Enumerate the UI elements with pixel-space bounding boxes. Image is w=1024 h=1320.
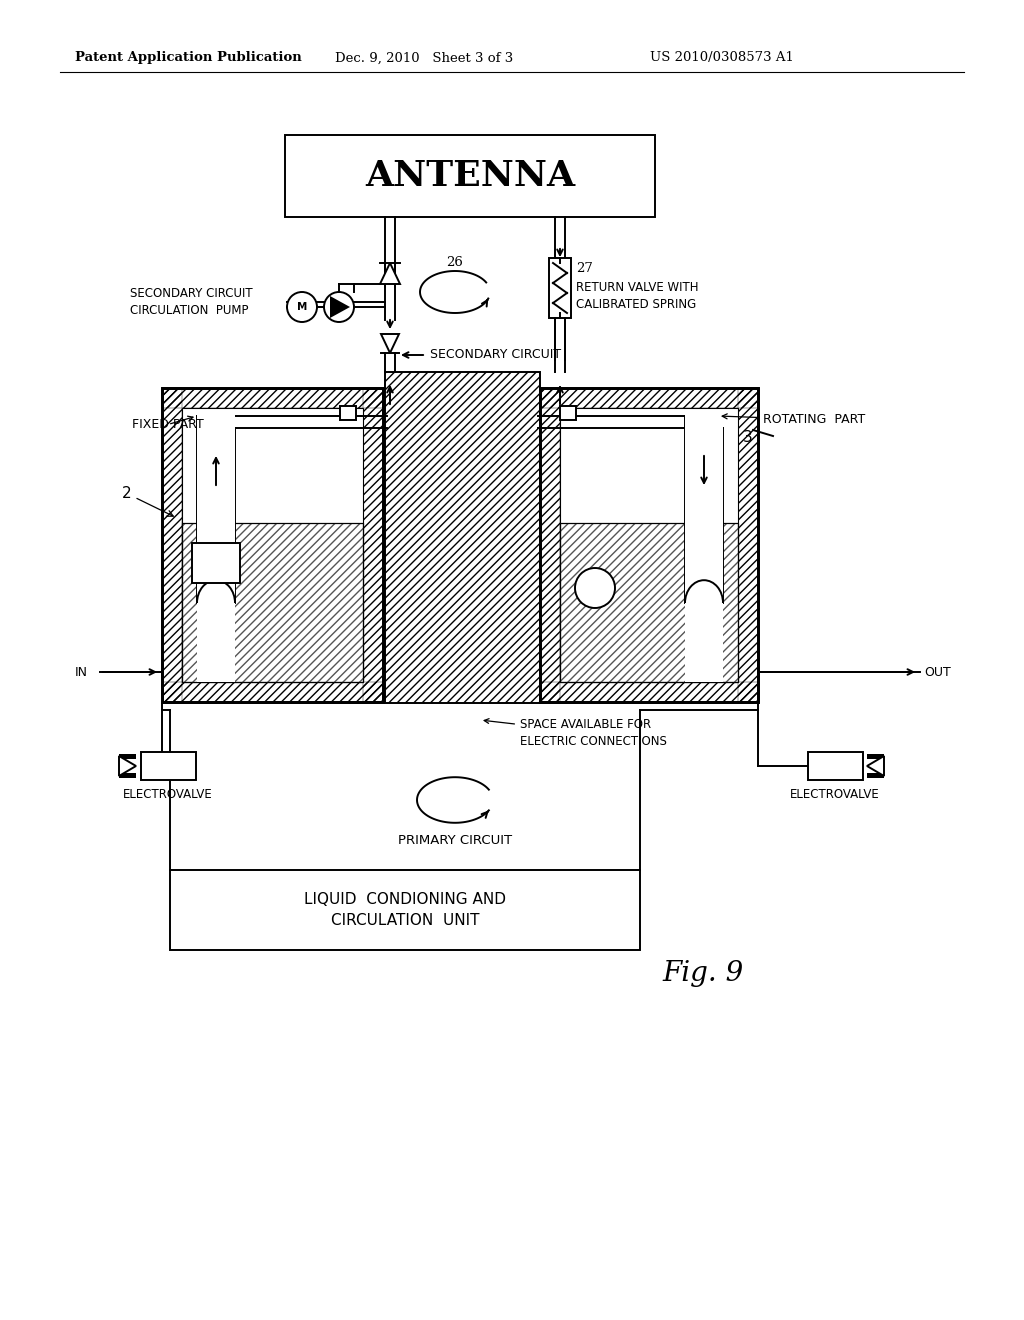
Bar bbox=[867, 774, 884, 777]
Bar bbox=[162, 682, 383, 702]
Text: 26: 26 bbox=[446, 256, 464, 268]
Circle shape bbox=[575, 568, 615, 609]
Bar bbox=[285, 135, 655, 216]
Bar bbox=[182, 408, 362, 682]
Bar bbox=[162, 388, 182, 702]
Bar bbox=[182, 523, 362, 682]
Bar bbox=[540, 388, 758, 702]
Circle shape bbox=[324, 292, 354, 322]
Bar bbox=[738, 388, 758, 702]
Bar bbox=[197, 413, 234, 682]
Circle shape bbox=[287, 292, 317, 322]
Text: SECONDARY CIRCUIT
CIRCULATION  PUMP: SECONDARY CIRCUIT CIRCULATION PUMP bbox=[130, 286, 253, 317]
Bar bbox=[162, 388, 383, 702]
Bar bbox=[340, 407, 356, 420]
Text: FIXED PART: FIXED PART bbox=[132, 416, 204, 432]
Text: M: M bbox=[297, 302, 307, 312]
Text: PRIMARY CIRCUIT: PRIMARY CIRCUIT bbox=[398, 833, 512, 846]
Bar bbox=[141, 752, 196, 780]
Bar bbox=[193, 543, 240, 583]
Polygon shape bbox=[381, 334, 399, 352]
Text: SPACE AVAILABLE FOR
ELECTRIC CONNECTIONS: SPACE AVAILABLE FOR ELECTRIC CONNECTIONS bbox=[484, 718, 667, 748]
Bar bbox=[540, 682, 758, 702]
Bar bbox=[560, 523, 738, 682]
Text: 2: 2 bbox=[122, 486, 173, 516]
Bar bbox=[540, 388, 758, 408]
Text: ROTATING  PART: ROTATING PART bbox=[722, 413, 865, 426]
Bar bbox=[362, 388, 383, 702]
Bar bbox=[170, 870, 640, 950]
Text: RETURN VALVE WITH
CALIBRATED SPRING: RETURN VALVE WITH CALIBRATED SPRING bbox=[575, 281, 698, 312]
Bar bbox=[119, 754, 136, 759]
Bar bbox=[162, 388, 383, 408]
Bar bbox=[182, 523, 362, 682]
Bar bbox=[549, 257, 571, 318]
Text: LIQUID  CONDIONING AND
CIRCULATION  UNIT: LIQUID CONDIONING AND CIRCULATION UNIT bbox=[304, 892, 506, 928]
Text: ANTENNA: ANTENNA bbox=[365, 158, 575, 193]
Bar bbox=[162, 388, 383, 702]
Polygon shape bbox=[380, 263, 400, 284]
Bar bbox=[685, 413, 723, 682]
Text: SECONDARY CIRCUIT: SECONDARY CIRCUIT bbox=[430, 348, 561, 362]
Bar bbox=[560, 523, 738, 682]
Text: IN: IN bbox=[75, 665, 88, 678]
Bar bbox=[540, 388, 758, 702]
Bar bbox=[808, 752, 863, 780]
Text: Fig. 9: Fig. 9 bbox=[662, 960, 743, 987]
Bar bbox=[540, 388, 560, 702]
Text: 3: 3 bbox=[743, 430, 753, 446]
Text: ELECTROVALVE: ELECTROVALVE bbox=[791, 788, 880, 800]
Bar bbox=[560, 408, 738, 682]
Polygon shape bbox=[330, 296, 350, 318]
Bar bbox=[867, 754, 884, 759]
Bar bbox=[385, 372, 540, 704]
Bar bbox=[119, 774, 136, 777]
Text: Patent Application Publication: Patent Application Publication bbox=[75, 51, 302, 65]
Text: US 2010/0308573 A1: US 2010/0308573 A1 bbox=[650, 51, 794, 65]
Text: Dec. 9, 2010   Sheet 3 of 3: Dec. 9, 2010 Sheet 3 of 3 bbox=[335, 51, 513, 65]
Polygon shape bbox=[867, 756, 884, 776]
Bar bbox=[560, 407, 575, 420]
Text: OUT: OUT bbox=[924, 665, 950, 678]
Text: 27: 27 bbox=[575, 261, 593, 275]
Text: ELECTROVALVE: ELECTROVALVE bbox=[123, 788, 213, 800]
Polygon shape bbox=[119, 756, 136, 776]
